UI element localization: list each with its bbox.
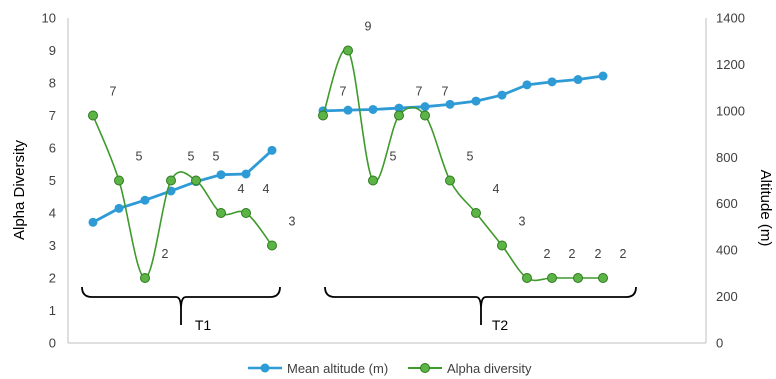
- y-left-tick-label: 1: [49, 303, 56, 318]
- alpha-diversity-point: [368, 175, 378, 186]
- alpha-diversity-data-label: 5: [136, 150, 143, 164]
- alpha-diversity-point: [598, 273, 608, 283]
- alpha-diversity-data-label: 4: [493, 182, 500, 196]
- altitude-point: [522, 80, 532, 90]
- y-left-tick-label: 3: [49, 238, 56, 253]
- y-left-tick-label: 6: [49, 141, 56, 156]
- y-right-tick-label: 1000: [716, 103, 745, 118]
- altitude-point: [420, 102, 430, 112]
- altitude-point: [88, 217, 98, 227]
- group-label: T2: [492, 317, 509, 333]
- altitude-point: [267, 145, 277, 155]
- altitude-point: [216, 170, 226, 180]
- y-right-tick-label: 1200: [716, 57, 745, 72]
- alpha-diversity-data-label: 2: [162, 247, 169, 261]
- alpha-diversity-point: [140, 273, 150, 283]
- alpha-diversity-data-label: 2: [544, 247, 551, 261]
- series-layer: [88, 45, 608, 283]
- alpha-diversity-point: [420, 110, 430, 121]
- alpha-diversity-point: [573, 273, 583, 283]
- y-right-tick-label: 400: [716, 243, 738, 258]
- alpha-diversity-point: [216, 208, 226, 218]
- alpha-diversity-data-label: 4: [263, 182, 270, 196]
- group-brace: [81, 286, 281, 325]
- alpha-diversity-point: [497, 240, 507, 251]
- altitude-point: [114, 203, 124, 213]
- alpha-diversity-data-label: 5: [213, 150, 220, 164]
- data-labels: 7 5 2 5 5 4 4 3 7 9 5 7 7 5 4 3 2 2 2 2: [110, 20, 627, 262]
- alpha-diversity-point: [191, 175, 201, 186]
- alpha-diversity-point: [114, 175, 124, 186]
- alpha-diversity-data-label: 7: [416, 85, 423, 99]
- alpha-diversity-data-label: 7: [110, 85, 117, 99]
- alpha-diversity-data-label: 9: [365, 20, 372, 34]
- altitude-point: [471, 96, 481, 106]
- alpha-diversity-data-label: 7: [442, 85, 449, 99]
- y-right-tick-label: 200: [716, 289, 738, 304]
- alpha-diversity-data-label: 4: [238, 182, 245, 196]
- y-left-tick-label: 4: [49, 206, 56, 221]
- altitude-point: [573, 75, 583, 85]
- y-left-tick-label: 2: [49, 271, 56, 286]
- alpha-diversity-line: [322, 48, 603, 282]
- y-left-tick-label: 7: [49, 108, 56, 123]
- y-left-tick-label: 9: [49, 43, 56, 58]
- alpha-diversity-point: [318, 110, 328, 121]
- altitude-point: [547, 77, 557, 87]
- y-axis-left-title: Alpha Diversity: [11, 139, 28, 240]
- y-left-tick-label: 8: [49, 76, 56, 91]
- altitude-point: [368, 104, 378, 114]
- alpha-diversity-data-label: 3: [519, 215, 526, 229]
- axes-layer: 0 1 2 3 4 5 6 7 8 9 10 0 200 400 600 800 1000 1200 1400: [42, 11, 745, 351]
- alpha-diversity-data-label: 2: [595, 247, 602, 261]
- alpha-diversity-point: [241, 208, 251, 218]
- y-left-tick-label: 0: [49, 336, 56, 351]
- y-left-tick-label: 5: [49, 173, 56, 188]
- alpha-diversity-point: [166, 175, 176, 186]
- legend-altitude-label: Mean altitude (m): [287, 361, 388, 376]
- alpha-diversity-point: [445, 175, 455, 186]
- y-left-tick-label: 10: [42, 11, 56, 26]
- legend: Mean altitude (m) Alpha diversity: [248, 361, 532, 376]
- altitude-point: [394, 103, 404, 113]
- legend-alpha-marker: [420, 363, 430, 373]
- alpha-diversity-point: [522, 273, 532, 283]
- alpha-diversity-data-label: 3: [289, 215, 296, 229]
- alpha-diversity-point: [547, 273, 557, 283]
- group-braces: T1 T2: [81, 286, 637, 333]
- y-right-tick-label: 1400: [716, 11, 745, 26]
- alpha-diversity-data-label: 7: [340, 85, 347, 99]
- alpha-diversity-line: [92, 115, 273, 279]
- alpha-diversity-data-label: 5: [188, 150, 195, 164]
- group-label: T1: [195, 317, 212, 333]
- altitude-line: [322, 74, 604, 113]
- alpha-diversity-data-label: 5: [467, 150, 474, 164]
- alpha-diversity-point: [88, 110, 98, 121]
- altitude-point: [598, 71, 608, 81]
- altitude-point: [445, 99, 455, 109]
- altitude-point: [241, 169, 251, 179]
- legend-alpha-label: Alpha diversity: [447, 361, 532, 376]
- alpha-diversity-data-label: 2: [569, 247, 576, 261]
- y-right-tick-label: 600: [716, 196, 738, 211]
- alpha-diversity-data-label: 5: [390, 150, 397, 164]
- altitude-point: [497, 90, 507, 100]
- legend-altitude-marker: [260, 363, 270, 373]
- altitude-point: [140, 195, 150, 205]
- alpha-diversity-point: [267, 240, 277, 251]
- alpha-diversity-point: [394, 110, 404, 121]
- alpha-diversity-point: [343, 45, 353, 56]
- alpha-diversity-point: [471, 208, 481, 218]
- y-axis-right-title: Altitude (m): [757, 170, 774, 247]
- altitude-point: [343, 105, 353, 115]
- y-right-tick-label: 800: [716, 150, 738, 165]
- y-right-tick-label: 0: [716, 336, 723, 351]
- alpha-diversity-data-label: 2: [620, 247, 627, 261]
- group-brace: [324, 286, 637, 325]
